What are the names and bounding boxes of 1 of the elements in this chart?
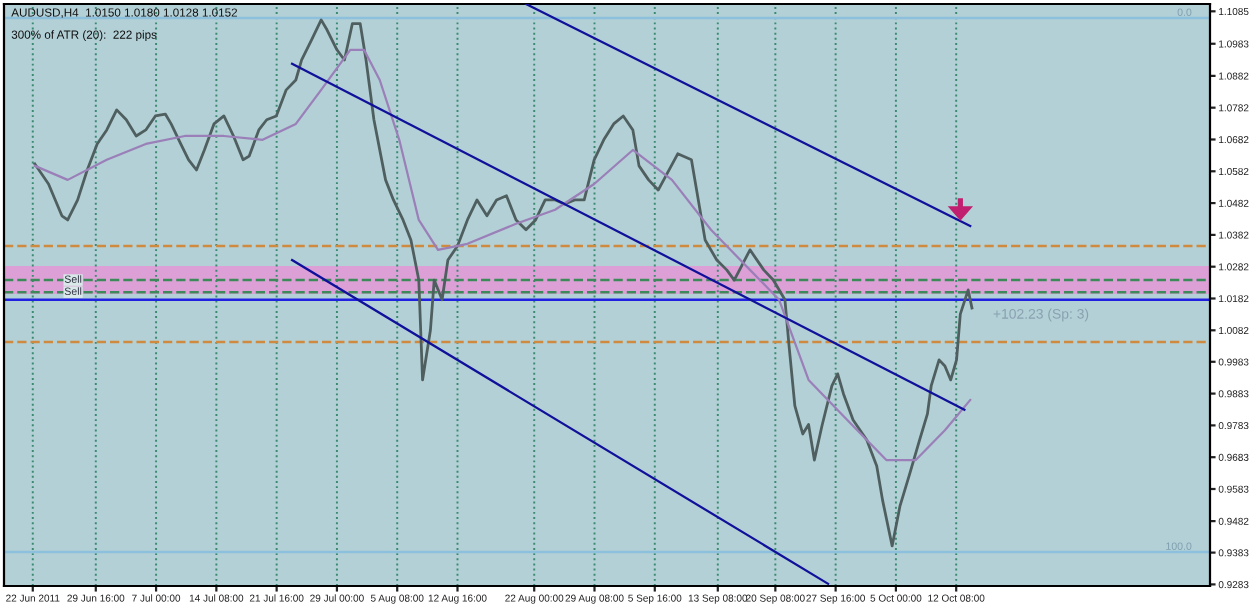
line-series	[33, 48, 972, 462]
